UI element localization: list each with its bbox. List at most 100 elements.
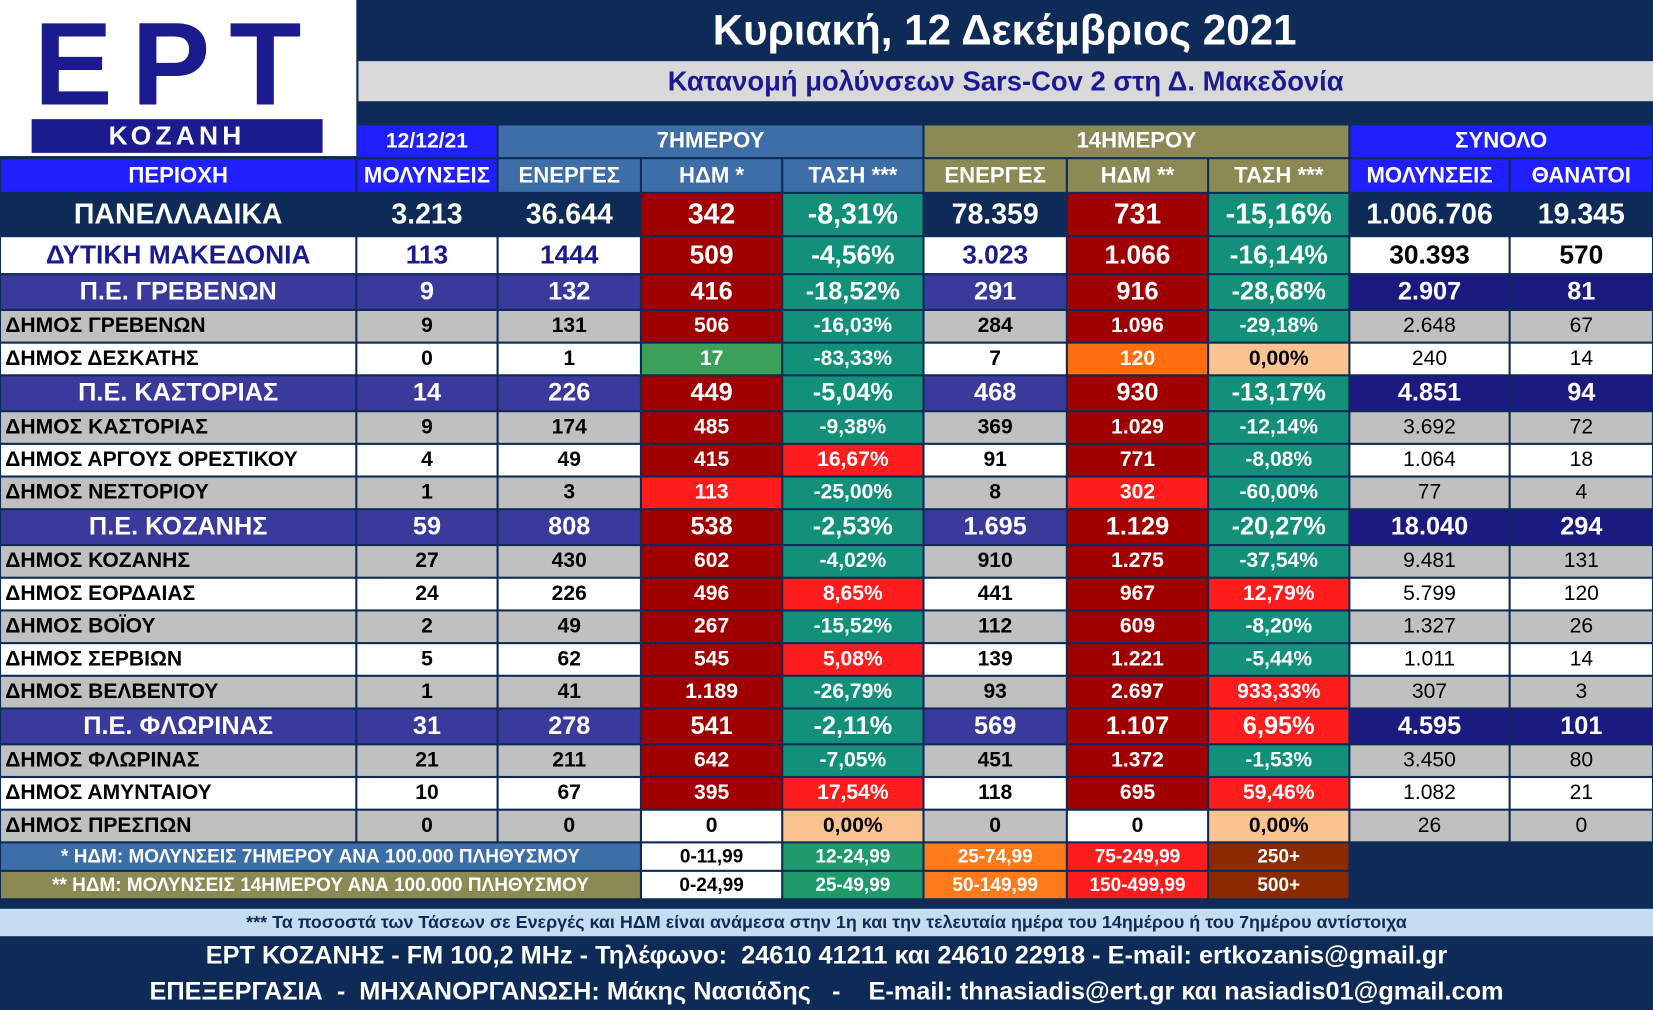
hdm-cell: 416 — [642, 275, 782, 309]
area-name: ΔΗΜΟΣ ΑΡΓΟΥΣ ΟΡΕΣΤΙΚΟΥ — [1, 444, 356, 476]
cell: 0 — [357, 810, 497, 842]
cell: 284 — [924, 311, 1066, 342]
logo-city: ΚΟΖΑΝΗ — [31, 119, 323, 153]
total-cell: 72 — [1510, 412, 1652, 443]
area-name: ΔΗΜΟΣ ΦΛΩΡΙΝΑΣ — [1, 745, 356, 776]
cell: 5 — [357, 644, 497, 675]
footer-line: ΕΠΕΞΕΡΓΑΣΙΑ - ΜΗΧΑΝΟΡΓΑΝΩΣΗ: Μάκης Νασιά… — [149, 977, 1504, 1006]
logo-box: ΕΡΤ ΚΟΖΑΝΗ — [0, 0, 357, 157]
cell: 468 — [924, 376, 1066, 411]
total-cell: 4.851 — [1350, 376, 1509, 411]
cell: 1.695 — [924, 510, 1066, 545]
cell: 226 — [498, 578, 640, 610]
trend-cell: -25,00% — [783, 477, 923, 509]
hdm-cell: 1.029 — [1067, 412, 1208, 443]
cell: 91 — [924, 444, 1066, 476]
hdm-cell: 415 — [642, 444, 782, 476]
hdm-cell: 1.107 — [1067, 709, 1208, 744]
total-cell: 1.011 — [1350, 644, 1509, 675]
hdm-cell: 695 — [1067, 778, 1208, 809]
trend-cell: -37,54% — [1209, 546, 1349, 577]
cell: 1444 — [498, 237, 640, 274]
cell: 10 — [357, 778, 497, 809]
hdm-cell: 930 — [1067, 376, 1208, 411]
cell: 2 — [357, 611, 497, 643]
legend-label: ** ΗΔΜ: ΜΟΛΥΝΣΕΙΣ 14ΗΜΕΡΟΥ ΑΝΑ 100.000 Π… — [1, 871, 640, 899]
trend-cell: 0,00% — [783, 810, 923, 842]
hdm-cell: 1.221 — [1067, 644, 1208, 675]
area-name: Π.Ε. ΚΑΣΤΟΡΙΑΣ — [1, 376, 356, 411]
cell: 49 — [498, 444, 640, 476]
total-cell: 19.345 — [1510, 193, 1652, 236]
trend-cell: -29,18% — [1209, 311, 1349, 342]
total-cell: 80 — [1510, 745, 1652, 776]
total-cell: 94 — [1510, 376, 1652, 411]
footer-line: ΕΡΤ ΚΟΖΑΝΗΣ - FM 100,2 MHz - Τηλέφωνο: 2… — [205, 941, 1448, 970]
total-cell: 81 — [1510, 275, 1652, 309]
trend-cell: -9,38% — [783, 412, 923, 443]
trend-cell: -5,44% — [1209, 644, 1349, 675]
note: *** Τα ποσοστά των Τάσεων σε Ενεργές και… — [0, 908, 1653, 937]
area-name: ΔΗΜΟΣ ΕΟΡΔΑΙΑΣ — [1, 578, 356, 610]
cell: 1 — [357, 477, 497, 509]
cell: 3.213 — [357, 193, 497, 236]
trend-cell: 0,00% — [1209, 810, 1349, 842]
trend-cell: -18,52% — [783, 275, 923, 309]
area-name: ΔΗΜΟΣ ΔΕΣΚΑΤΗΣ — [1, 343, 356, 375]
trend-cell: 59,46% — [1209, 778, 1349, 809]
hdm-cell: 602 — [642, 546, 782, 577]
cell: 174 — [498, 412, 640, 443]
cell: 9 — [357, 275, 497, 309]
cell: 1 — [357, 676, 497, 708]
legend-range: 250+ — [1209, 843, 1349, 870]
trend-cell: -60,00% — [1209, 477, 1349, 509]
cell: 569 — [924, 709, 1066, 744]
trend-cell: 17,54% — [783, 778, 923, 809]
total-cell: 4.595 — [1350, 709, 1509, 744]
legend-range: 50-149,99 — [924, 871, 1066, 899]
total-cell: 18 — [1510, 444, 1652, 476]
column-header: ΜΟΛΥΝΣΕΙΣ — [1350, 159, 1509, 192]
hdm-cell: 916 — [1067, 275, 1208, 309]
hdm-cell: 267 — [642, 611, 782, 643]
area-name: ΠΑΝΕΛΛΑΔΙΚΑ — [1, 193, 356, 236]
trend-cell: 933,33% — [1209, 676, 1349, 708]
group-header: ΣΥΝΟΛΟ — [1350, 125, 1652, 158]
hdm-cell: 609 — [1067, 611, 1208, 643]
cell: 226 — [498, 376, 640, 411]
cell: 910 — [924, 546, 1066, 577]
cell: 62 — [498, 644, 640, 675]
hdm-cell: 538 — [642, 510, 782, 545]
cell: 441 — [924, 578, 1066, 610]
area-name: ΔΥΤΙΚΗ ΜΑΚΕΔΟΝΙΑ — [1, 237, 356, 274]
date-cell: 12/12/21 — [357, 125, 497, 158]
cell: 369 — [924, 412, 1066, 443]
column-header: ΗΔΜ * — [642, 159, 782, 192]
total-cell: 9.481 — [1350, 546, 1509, 577]
trend-cell: -1,53% — [1209, 745, 1349, 776]
trend-cell: -16,14% — [1209, 237, 1349, 274]
cell: 4 — [357, 444, 497, 476]
trend-cell: 5,08% — [783, 644, 923, 675]
cell: 139 — [924, 644, 1066, 675]
trend-cell: -4,02% — [783, 546, 923, 577]
total-cell: 101 — [1510, 709, 1652, 744]
total-cell: 21 — [1510, 778, 1652, 809]
cell: 118 — [924, 778, 1066, 809]
cell: 41 — [498, 676, 640, 708]
cell: 278 — [498, 709, 640, 744]
trend-cell: -8,08% — [1209, 444, 1349, 476]
total-cell: 4 — [1510, 477, 1652, 509]
hdm-cell: 395 — [642, 778, 782, 809]
total-cell: 307 — [1350, 676, 1509, 708]
total-cell: 14 — [1510, 644, 1652, 675]
cell: 451 — [924, 745, 1066, 776]
area-name: ΔΗΜΟΣ ΚΟΖΑΝΗΣ — [1, 546, 356, 577]
area-name: ΔΗΜΟΣ ΑΜΥΝΤΑΙΟΥ — [1, 778, 356, 809]
legend-range: 12-24,99 — [783, 843, 923, 870]
area-name: ΔΗΜΟΣ ΚΑΣΤΟΡΙΑΣ — [1, 412, 356, 443]
hdm-cell: 1.189 — [642, 676, 782, 708]
hdm-cell: 485 — [642, 412, 782, 443]
area-name: ΔΗΜΟΣ ΒΕΛΒΕΝΤΟΥ — [1, 676, 356, 708]
